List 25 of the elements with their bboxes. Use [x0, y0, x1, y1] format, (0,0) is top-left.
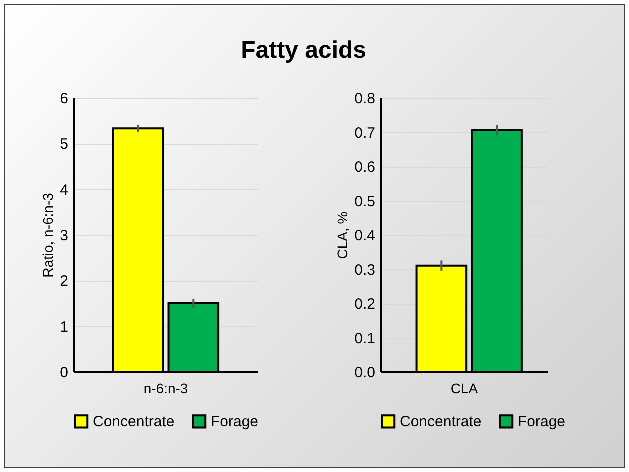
- y-tick-label: 0.2: [354, 296, 376, 313]
- y-tick-label: 5: [60, 136, 68, 154]
- legend-label: Forage: [518, 414, 566, 431]
- y-tick-label: 0.1: [354, 330, 376, 348]
- y-tick-label: 3: [60, 228, 68, 244]
- y-tick-label: 4: [60, 182, 68, 199]
- y-tick-label: 0.5: [354, 193, 376, 210]
- y-tick-label: 0.3: [354, 262, 376, 279]
- legend-label: Forage: [211, 414, 259, 431]
- y-tick-label: 0.6: [354, 159, 376, 176]
- x-tick-label: n-6:n-3: [144, 380, 188, 396]
- y-tick-label: 1: [60, 318, 68, 336]
- legend-label: Concentrate: [400, 414, 482, 431]
- y-tick-label: 0.0: [354, 364, 376, 382]
- y-axis-title: Ratio, n-6:n-3: [40, 192, 56, 278]
- x-tick-label: CLA: [450, 380, 479, 396]
- y-tick-label: 0.4: [354, 228, 376, 244]
- y-tick-label: 2: [60, 273, 68, 290]
- y-axis-title: CLA, %: [334, 212, 351, 260]
- y-tick-label: 0.8: [354, 90, 376, 108]
- y-tick-label: 6: [60, 90, 68, 108]
- chart-title: Fatty acids: [241, 37, 367, 64]
- y-tick-label: 0.7: [354, 124, 376, 142]
- y-tick-label: 0: [60, 364, 68, 382]
- legend-label: Concentrate: [93, 414, 175, 431]
